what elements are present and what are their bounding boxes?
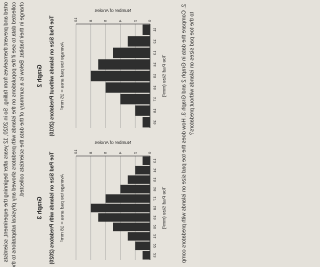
question-line: 2. Compare the data in Graph 2 and Graph… (181, 4, 187, 263)
bar (142, 156, 151, 165)
question-line: to the toe pad sizes on islands without … (189, 12, 195, 135)
bar (120, 93, 151, 105)
bar (98, 213, 150, 222)
y-tick-label: 8 (88, 20, 93, 23)
x-tick-label: 19 (152, 120, 157, 125)
x-tick-label: 17 (152, 196, 157, 201)
y-tick-label: 8 (88, 152, 93, 155)
paragraph-line: collected data to see if the populations… (11, 2, 17, 267)
x-axis-label: Toe Pad Size (mm²) (161, 187, 167, 230)
page: orted and prevent themselves from fallin… (0, 0, 200, 267)
x-tick-label: 13 (152, 51, 157, 56)
x-tick-label: 18 (152, 108, 157, 113)
y-axis-label: Number of Anoles (94, 140, 131, 145)
bar (90, 70, 151, 82)
y-tick-label: 0 (147, 152, 152, 155)
chart-subtitle: Average toe pad area = 15 mm² (59, 42, 65, 110)
graph-label: Graph 3 (38, 197, 44, 220)
chart-title: Toe Pad Size on Islands with Predators (… (49, 152, 55, 265)
x-tick-label: 15 (152, 74, 157, 79)
bar (142, 24, 151, 35)
y-tick-label: 10 (73, 18, 78, 23)
x-tick-label: 16 (152, 85, 157, 90)
bar (127, 36, 151, 47)
photo: orted and prevent themselves from fallin… (0, 0, 200, 267)
bar (127, 175, 151, 184)
y-tick-label: 2 (132, 20, 137, 23)
y-tick-label: 6 (103, 152, 108, 155)
x-tick-label: 23 (152, 253, 157, 258)
bar (105, 194, 150, 203)
chart-subtitle: Average toe pad area = 18 mm² (59, 174, 65, 242)
page-content: orted and prevent themselves from fallin… (3, 2, 195, 267)
bar (142, 251, 151, 260)
bar (90, 203, 151, 213)
bar (135, 105, 150, 116)
y-tick-label: 2 (132, 152, 137, 155)
bar (113, 222, 150, 232)
y-tick-label: 0 (147, 20, 152, 23)
x-tick-label: 21 (152, 234, 157, 239)
bar (135, 241, 150, 251)
graph-label: Graph 2 (38, 65, 44, 88)
y-tick-label: 10 (73, 150, 78, 155)
paragraph-line: orted and prevent themselves from fallin… (3, 2, 9, 262)
chart-title: Toe Pad Size on Islands without Predator… (49, 16, 55, 137)
x-tick-label: 22 (152, 244, 157, 249)
x-tick-label: 12 (152, 39, 157, 44)
x-tick-label: 19 (152, 215, 157, 220)
x-tick-label: 14 (152, 168, 157, 173)
bar (120, 184, 151, 194)
x-axis-label: Toe Pad Size (mm²) (161, 55, 167, 98)
paragraph-line: change in their habitat. Below is a summ… (19, 2, 25, 198)
bar (142, 117, 151, 128)
bar (127, 232, 151, 241)
y-tick-label: 4 (117, 20, 122, 23)
x-tick-label: 20 (152, 225, 157, 230)
paper (0, 0, 200, 267)
x-tick-label: 11 (152, 28, 157, 33)
x-tick-label: 14 (152, 62, 157, 67)
x-tick-label: 15 (152, 177, 157, 182)
bar (113, 47, 150, 59)
bar (135, 165, 150, 175)
x-tick-label: 18 (152, 206, 157, 211)
y-axis-label: Number of Anoles (94, 8, 131, 13)
x-tick-label: 16 (152, 187, 157, 192)
x-tick-label: 17 (152, 97, 157, 102)
x-tick-label: 13 (152, 159, 157, 164)
y-tick-label: 4 (117, 152, 122, 155)
bar (105, 82, 150, 93)
bar (98, 59, 150, 70)
y-tick-label: 6 (103, 20, 108, 23)
